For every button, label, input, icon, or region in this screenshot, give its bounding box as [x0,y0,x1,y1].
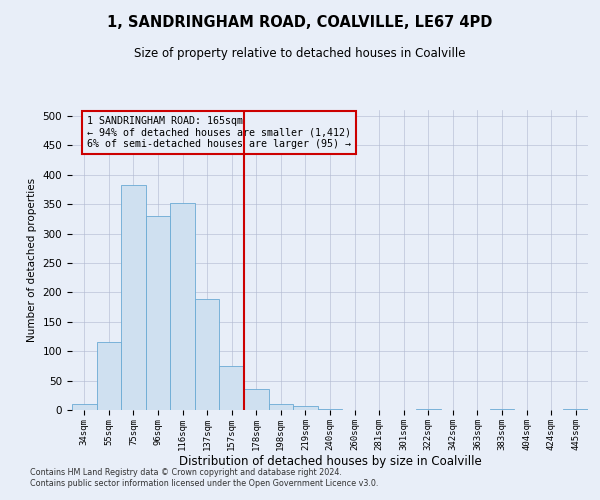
Bar [220,366,244,410]
Text: 1, SANDRINGHAM ROAD, COALVILLE, LE67 4PD: 1, SANDRINGHAM ROAD, COALVILLE, LE67 4PD [107,15,493,30]
Bar [293,406,318,410]
Bar [563,409,588,410]
Bar [244,390,269,410]
Text: 1 SANDRINGHAM ROAD: 165sqm
← 94% of detached houses are smaller (1,412)
6% of se: 1 SANDRINGHAM ROAD: 165sqm ← 94% of deta… [88,116,352,149]
Bar [72,404,97,410]
Bar [490,409,514,410]
Bar [121,184,146,410]
Bar [170,203,195,410]
X-axis label: Distribution of detached houses by size in Coalville: Distribution of detached houses by size … [179,456,481,468]
Text: Size of property relative to detached houses in Coalville: Size of property relative to detached ho… [134,48,466,60]
Bar [146,216,170,410]
Text: Contains HM Land Registry data © Crown copyright and database right 2024.
Contai: Contains HM Land Registry data © Crown c… [30,468,379,487]
Bar [195,300,220,410]
Bar [416,409,440,410]
Bar [318,409,342,410]
Bar [97,342,121,410]
Y-axis label: Number of detached properties: Number of detached properties [27,178,37,342]
Bar [269,404,293,410]
